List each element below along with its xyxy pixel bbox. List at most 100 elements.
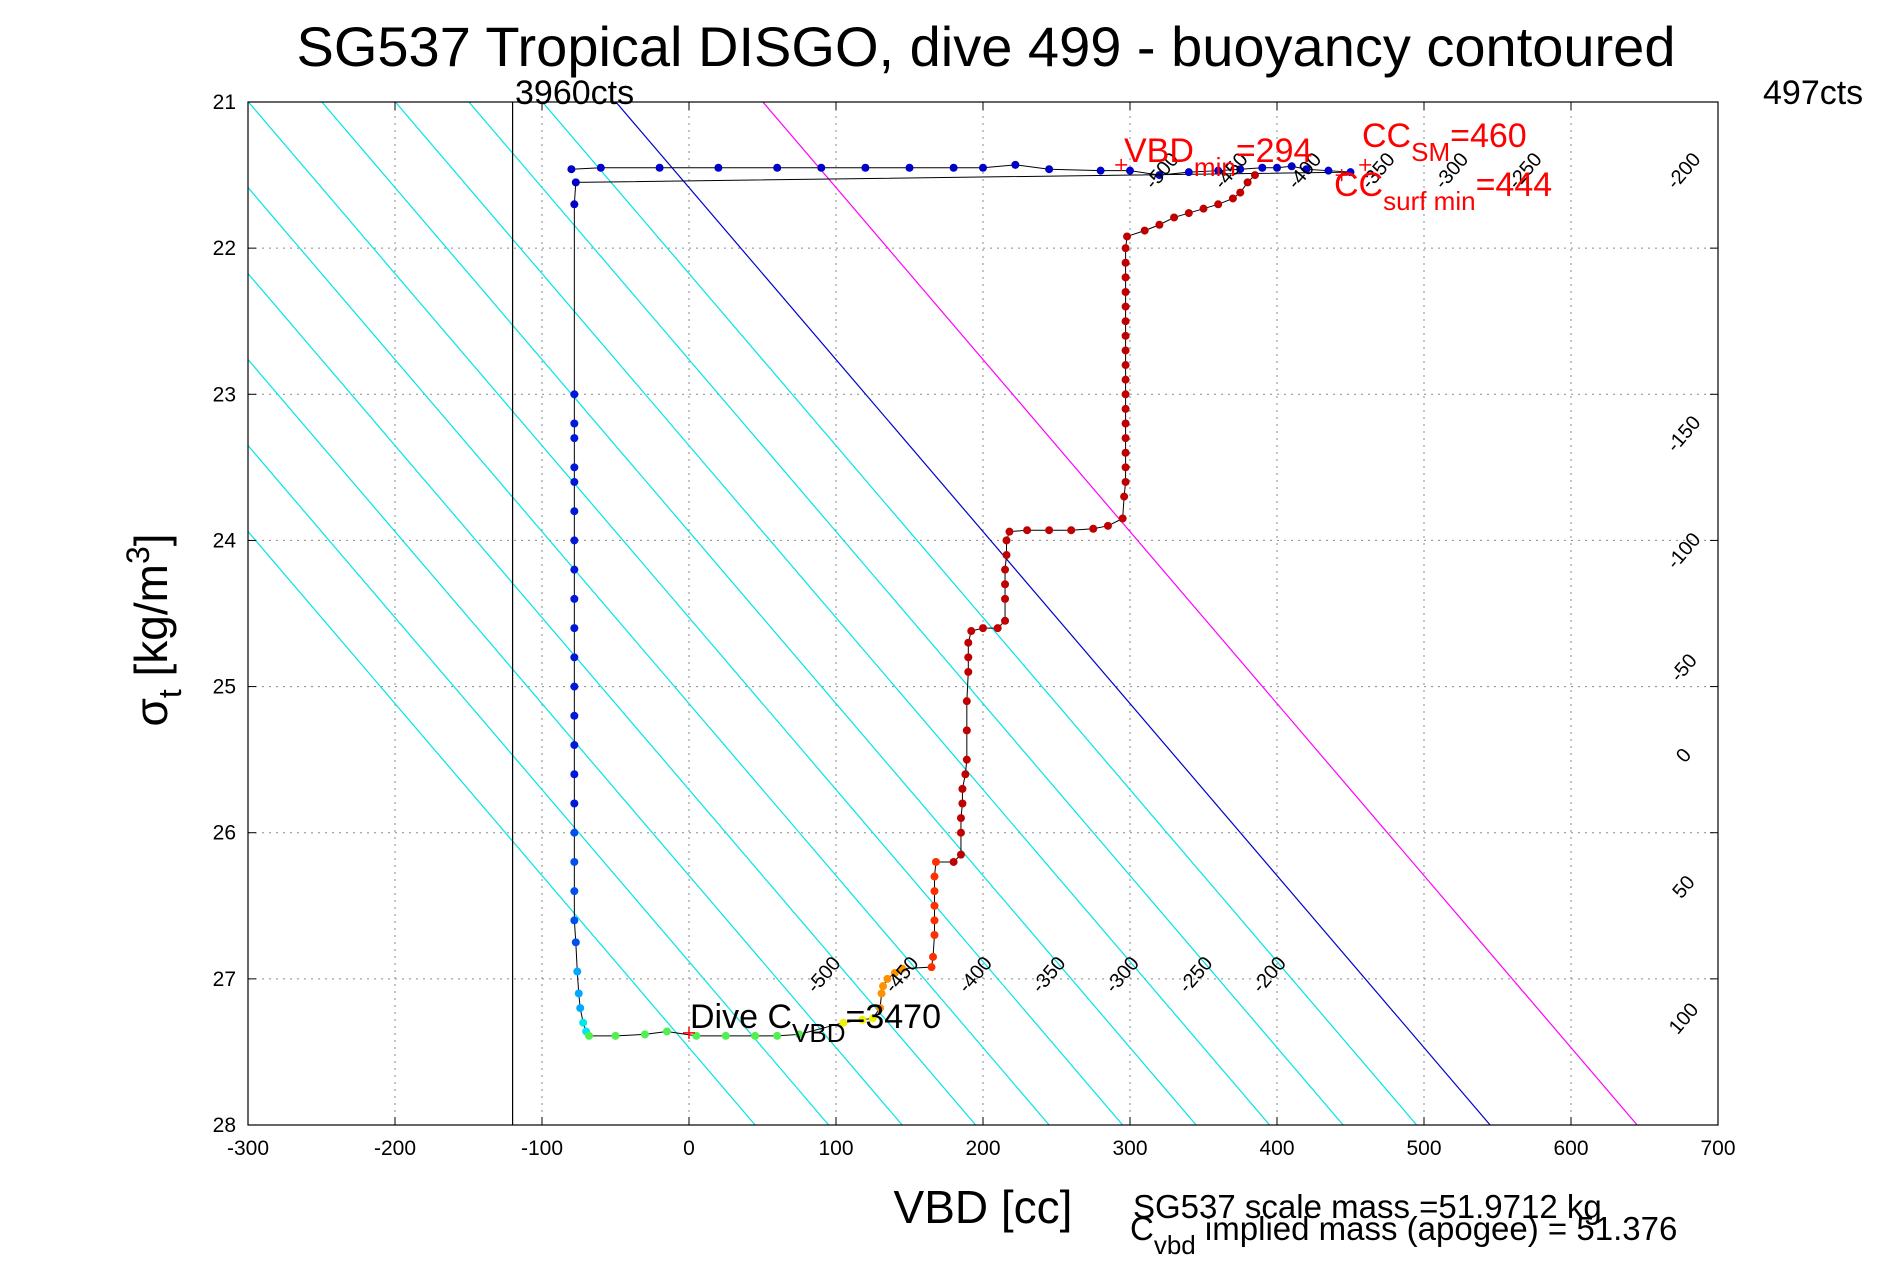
y-tick-label: 26 — [213, 822, 236, 845]
y-tick-label: 25 — [213, 676, 236, 699]
contour-label: -50 — [1666, 650, 1702, 686]
data-point — [962, 755, 971, 764]
y-axis-label-close: ] — [125, 533, 177, 546]
data-point — [773, 163, 782, 172]
buoyancy-contour-line — [248, 186, 1050, 1125]
y-tick-label: 23 — [213, 383, 236, 406]
data-point — [1045, 165, 1054, 174]
data-point — [570, 741, 579, 750]
data-point — [570, 419, 579, 428]
data-point — [956, 814, 965, 823]
data-point — [1170, 213, 1179, 222]
contour-label: -250 — [1175, 953, 1218, 998]
data-point — [570, 857, 579, 866]
contour-label: -450 — [881, 953, 924, 998]
data-point — [570, 463, 579, 472]
data-point — [817, 163, 826, 172]
cc-surf-pre: CC — [1334, 166, 1383, 204]
data-point — [1121, 463, 1130, 472]
data-point — [868, 1014, 877, 1023]
data-point — [1214, 166, 1223, 175]
data-point — [1121, 477, 1130, 486]
data-point — [930, 916, 939, 925]
data-point — [596, 163, 605, 172]
data-point — [1002, 551, 1011, 560]
data-point — [570, 507, 579, 516]
y-axis-label-sup: 3 — [120, 546, 156, 564]
vbd-min-pre: VBD — [1124, 132, 1194, 170]
y-tick-label: 28 — [213, 1114, 236, 1137]
data-point — [1236, 165, 1245, 174]
data-point — [1005, 527, 1014, 536]
data-point — [640, 1030, 649, 1039]
data-point — [930, 872, 939, 881]
dive-cvbd-annotation: Dive CVBD=3470 — [690, 998, 941, 1048]
cc-sm-sub: SM — [1411, 137, 1450, 167]
data-point — [1214, 200, 1223, 209]
data-point — [1011, 160, 1020, 169]
dive-cvbd-post: =3470 — [846, 998, 942, 1036]
data-point — [570, 653, 579, 662]
vbd-min-post: =294 — [1236, 132, 1313, 170]
data-point — [1184, 168, 1193, 177]
data-point — [858, 1015, 867, 1024]
data-point — [1155, 171, 1164, 180]
data-point — [1023, 526, 1032, 535]
implied-mass-pre: C — [1130, 1210, 1154, 1247]
data-point — [1287, 162, 1296, 171]
x-tick-label: 300 — [1112, 1137, 1147, 1160]
data-point — [883, 974, 892, 983]
data-point — [714, 163, 723, 172]
data-point — [1002, 536, 1011, 545]
data-point — [773, 1031, 782, 1040]
data-point — [962, 697, 971, 706]
data-point — [1121, 346, 1130, 355]
data-point — [1001, 565, 1010, 574]
data-point — [795, 1030, 804, 1039]
data-point — [570, 799, 579, 808]
data-point — [861, 163, 870, 172]
y-axis-label-main: σ — [125, 698, 177, 726]
y-tick-label: 27 — [213, 968, 236, 991]
data-point — [961, 770, 970, 779]
data-point — [964, 667, 973, 676]
data-point — [1121, 331, 1130, 340]
data-point — [1121, 244, 1130, 253]
data-point — [570, 682, 579, 691]
data-point — [1126, 166, 1134, 175]
x-tick-label: 700 — [1700, 1137, 1735, 1160]
cc-sm-post: =460 — [1450, 117, 1527, 155]
x-tick-label: 200 — [965, 1137, 1000, 1160]
data-point — [1001, 594, 1010, 603]
data-point — [1121, 302, 1130, 311]
scale-mass-footer: SG537 scale mass =51.9712 kg — [1133, 1188, 1602, 1225]
contour-label: -100 — [1663, 529, 1706, 574]
data-point — [1273, 163, 1281, 172]
data-point — [927, 963, 936, 972]
data-point — [993, 624, 1002, 633]
data-point — [1121, 448, 1130, 457]
implied-mass-post: implied mass (apogee) = 51.376 — [1196, 1210, 1678, 1247]
contour-label: 100 — [1665, 999, 1703, 1039]
data-point — [1250, 171, 1259, 180]
data-point — [1121, 419, 1130, 428]
data-point — [979, 163, 987, 172]
data-point — [570, 594, 579, 603]
dive-cvbd-sub: VBD — [792, 1018, 845, 1048]
y-axis-label-sub: t — [152, 689, 188, 698]
vbd-min-sub: min — [1194, 152, 1236, 182]
data-point — [692, 1031, 701, 1040]
data-point — [1121, 287, 1130, 296]
vbd-min-annotation: VBDmin=294 — [1124, 132, 1312, 182]
data-point — [571, 178, 580, 187]
buoyancy-contour-line — [248, 444, 830, 1125]
data-point — [879, 982, 888, 991]
y-tick-label: 24 — [213, 529, 237, 552]
data-point — [1302, 165, 1311, 174]
buoyancy-contour-line — [321, 102, 1197, 1125]
cc-surf-min-annotation: CCsurf min=444 — [1334, 166, 1552, 216]
dive-cvbd-pre: Dive C — [690, 998, 792, 1036]
x-tick-label: 0 — [683, 1137, 695, 1160]
